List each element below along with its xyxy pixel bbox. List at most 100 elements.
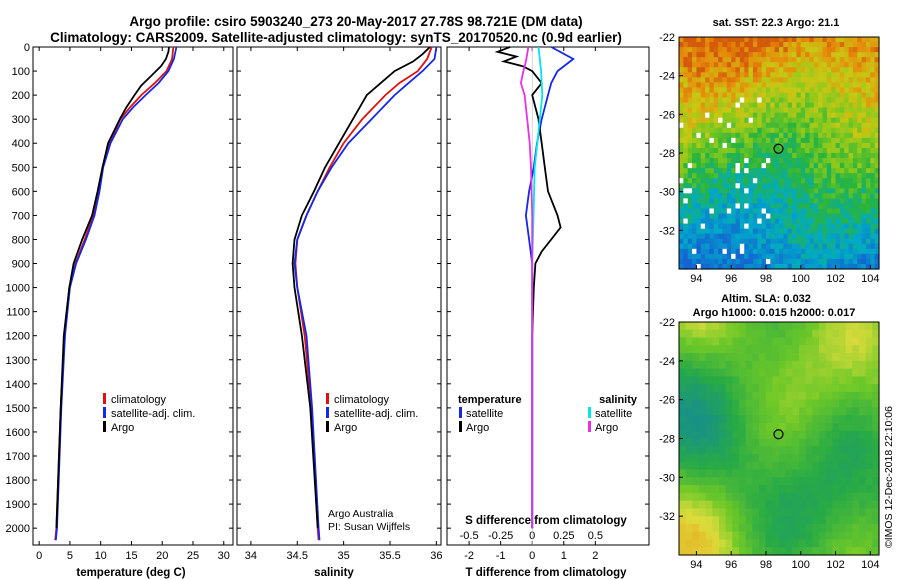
map-cell — [757, 233, 763, 240]
map-cell — [699, 539, 707, 548]
map-cell — [774, 102, 780, 109]
map-cell — [744, 223, 750, 230]
map-cell — [779, 213, 784, 220]
map-cell — [792, 516, 800, 525]
map-cell — [719, 430, 727, 440]
map-cell — [839, 208, 845, 215]
map-cell — [832, 500, 840, 509]
map-cell — [826, 92, 832, 99]
map-cell — [683, 77, 689, 83]
map-cell — [844, 213, 850, 220]
map-cell — [787, 253, 793, 260]
map-x-tick-label: 94 — [690, 559, 702, 571]
map-cell — [718, 243, 724, 250]
map-cell — [745, 345, 753, 354]
map-cell — [818, 208, 824, 215]
map-cell — [874, 238, 880, 245]
map-cell — [699, 438, 707, 447]
map-cell — [805, 52, 811, 58]
map-cell — [759, 446, 767, 455]
map-cell — [679, 422, 687, 432]
map-cell — [712, 368, 720, 377]
map-cell — [805, 213, 811, 220]
map-cell — [718, 163, 724, 169]
map-cell — [818, 112, 824, 119]
map-cell — [692, 243, 697, 250]
map-cell — [719, 345, 727, 354]
map-cell — [818, 57, 824, 63]
map-cell — [692, 263, 697, 270]
map-cell — [872, 539, 880, 548]
map-cell — [752, 47, 758, 53]
map-cell — [859, 422, 867, 432]
map-cell — [726, 77, 732, 83]
map-cell — [796, 258, 802, 265]
map-cell — [687, 228, 693, 235]
map-cell — [861, 178, 867, 184]
map-cell — [822, 137, 828, 144]
map-cell — [783, 198, 789, 205]
map-cell — [745, 391, 753, 401]
map-cell — [739, 329, 747, 339]
map-cell — [774, 87, 780, 94]
map-cell — [774, 92, 780, 99]
map-cell — [713, 102, 719, 109]
map-cell — [731, 168, 737, 174]
map-cell — [839, 193, 845, 199]
map-cell — [752, 168, 758, 174]
map-cell — [679, 82, 684, 89]
map-cell — [832, 469, 840, 478]
map-cell — [813, 92, 819, 99]
map-cell — [696, 132, 702, 139]
map-cell — [809, 142, 815, 149]
map-cell — [752, 228, 758, 235]
map-cell — [792, 218, 797, 225]
map-cell — [731, 107, 737, 114]
map-cell — [848, 183, 854, 189]
map-cell — [874, 198, 880, 205]
map-cell — [800, 173, 806, 179]
map-cell — [787, 112, 793, 119]
s-tick-label: -0.5 — [460, 530, 479, 542]
map-cell — [744, 178, 750, 184]
map-cell — [692, 127, 697, 134]
map-cell — [752, 238, 758, 245]
depth-tick-label: 1700 — [6, 451, 30, 463]
map-cell — [683, 223, 689, 230]
map-cell — [839, 345, 847, 354]
map-cell — [732, 368, 740, 377]
map-cell — [835, 183, 841, 189]
map-cell — [812, 376, 820, 385]
map-cell — [705, 82, 711, 89]
map-cell — [852, 446, 860, 455]
x-tick-label: 0 — [529, 550, 535, 562]
map-cell — [783, 203, 789, 210]
map-cell — [683, 258, 689, 265]
map-cell — [787, 163, 793, 169]
map-cell — [731, 52, 737, 58]
map-cell — [839, 500, 847, 509]
map-cell — [687, 102, 693, 109]
map-cell — [800, 153, 806, 159]
map-cell — [770, 117, 776, 124]
map-cell — [822, 52, 828, 58]
map-cell — [799, 337, 807, 346]
map-cell — [852, 208, 858, 215]
map-cell — [826, 208, 832, 215]
map-cell — [718, 122, 724, 129]
map-cell — [765, 469, 773, 478]
map-cell — [819, 539, 827, 548]
map-cell — [859, 500, 867, 509]
map-cell — [861, 228, 867, 235]
map-cell — [685, 322, 693, 331]
map-cell — [831, 52, 837, 58]
map-cell — [785, 345, 793, 354]
map-cell — [874, 228, 880, 235]
map-cell — [809, 188, 815, 194]
map-cell — [865, 248, 871, 255]
map-cell — [705, 539, 713, 548]
map-cell — [805, 142, 811, 149]
map-cell — [683, 203, 689, 210]
map-cell — [772, 523, 780, 533]
map-cell — [779, 243, 784, 250]
